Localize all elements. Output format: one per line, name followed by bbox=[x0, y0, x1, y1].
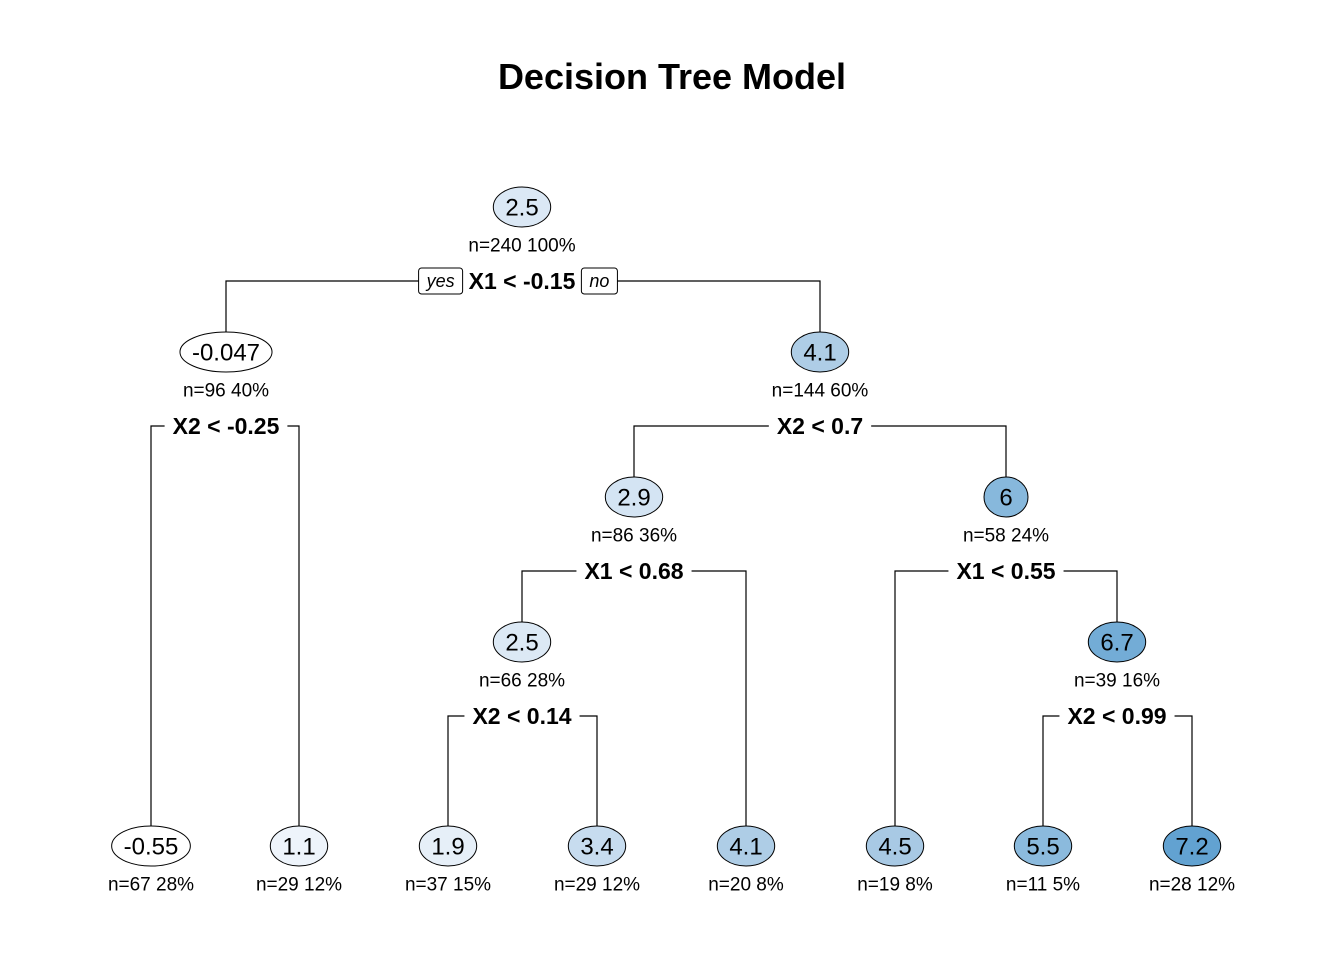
node-stats: n=240 100% bbox=[468, 236, 575, 257]
edge-n7-n15 bbox=[1063, 570, 1118, 622]
no-branch-label: no bbox=[580, 267, 618, 295]
tree-node: 1.9 n=37 15% bbox=[405, 825, 491, 896]
yes-branch-label: yes bbox=[418, 267, 464, 295]
node-value: 1.9 bbox=[431, 834, 464, 861]
tree-node: 4.1 n=20 8% bbox=[708, 825, 784, 896]
tree-node: 2.9 n=86 36% X1 < 0.68 bbox=[584, 476, 684, 584]
tree-node: 7.2 n=28 12% bbox=[1149, 825, 1235, 896]
node-stats: n=39 16% bbox=[1074, 671, 1160, 692]
node-ellipse bbox=[1087, 621, 1147, 663]
tree-node: -0.047 n=96 40% X2 < -0.25 bbox=[173, 331, 280, 439]
node-stats: n=20 8% bbox=[708, 875, 784, 896]
node-value: -0.047 bbox=[192, 340, 260, 367]
node-ellipse bbox=[604, 476, 664, 518]
node-value: 1.1 bbox=[282, 834, 315, 861]
branch-label-box bbox=[418, 267, 464, 295]
split-label: X1 < 0.68 bbox=[584, 558, 683, 584]
split-label: X2 < -0.25 bbox=[173, 413, 280, 439]
edge-n6-n12 bbox=[521, 570, 577, 622]
node-ellipse bbox=[179, 331, 273, 373]
node-value: 3.4 bbox=[580, 834, 613, 861]
node-value: 6 bbox=[999, 485, 1012, 512]
branch-label-text: no bbox=[589, 271, 609, 291]
node-stats: n=86 36% bbox=[591, 526, 677, 547]
edge-n6-n13 bbox=[691, 570, 747, 826]
edge-n7-n14 bbox=[894, 570, 949, 826]
tree-node: 5.5 n=11 5% bbox=[1006, 825, 1080, 896]
node-ellipse bbox=[492, 621, 552, 663]
branch-label-box bbox=[580, 267, 618, 295]
node-ellipse bbox=[1162, 825, 1222, 867]
node-ellipse bbox=[269, 825, 329, 867]
node-value: 4.1 bbox=[803, 340, 836, 367]
node-value: 2.5 bbox=[505, 630, 538, 657]
split-label: X1 < 0.55 bbox=[956, 558, 1055, 584]
node-stats: n=96 40% bbox=[183, 381, 269, 402]
diagram-title: Decision Tree Model bbox=[497, 56, 847, 97]
tree-node: 6 n=58 24% X1 < 0.55 bbox=[956, 476, 1056, 584]
node-value: 7.2 bbox=[1175, 834, 1208, 861]
node-ellipse bbox=[1013, 825, 1073, 867]
tree-node: 2.5 n=66 28% X2 < 0.14 bbox=[472, 621, 572, 729]
node-ellipse bbox=[716, 825, 776, 867]
edge-n12-n25 bbox=[579, 715, 598, 826]
tree-node: 1.1 n=29 12% bbox=[256, 825, 342, 896]
node-value: 2.9 bbox=[617, 485, 650, 512]
tree-node: -0.55 n=67 28% bbox=[108, 825, 194, 896]
edge-layer bbox=[150, 280, 1193, 826]
split-label: X2 < 0.99 bbox=[1067, 703, 1166, 729]
node-stats: n=66 28% bbox=[479, 671, 565, 692]
tree-node: 2.5 n=240 100% X1 < -0.15 bbox=[468, 186, 576, 294]
branch-label-text: yes bbox=[425, 271, 455, 291]
node-ellipse bbox=[111, 825, 191, 867]
node-stats: n=37 15% bbox=[405, 875, 491, 896]
edge-n15-n31 bbox=[1174, 715, 1193, 826]
node-ellipse bbox=[790, 331, 850, 373]
node-value: 2.5 bbox=[505, 195, 538, 222]
node-stats: n=58 24% bbox=[963, 526, 1049, 547]
node-ellipse bbox=[418, 825, 478, 867]
split-label: X2 < 0.14 bbox=[472, 703, 571, 729]
edge-n15-n30 bbox=[1042, 715, 1060, 826]
edge-n2-n5 bbox=[287, 425, 300, 826]
tree-node: 6.7 n=39 16% X2 < 0.99 bbox=[1067, 621, 1167, 729]
edge-n12-n24 bbox=[447, 715, 465, 826]
node-value: -0.55 bbox=[124, 834, 179, 861]
node-ellipse bbox=[492, 186, 552, 228]
split-label: X2 < 0.7 bbox=[777, 413, 863, 439]
node-stats: n=19 8% bbox=[857, 875, 933, 896]
edge-n1-n3 bbox=[583, 280, 821, 332]
node-stats: n=28 12% bbox=[1149, 875, 1235, 896]
edge-n3-n7 bbox=[871, 425, 1007, 477]
node-stats: n=29 12% bbox=[554, 875, 640, 896]
node-value: 6.7 bbox=[1100, 630, 1133, 657]
node-ellipse bbox=[865, 825, 925, 867]
tree-node: 4.1 n=144 60% X2 < 0.7 bbox=[772, 331, 869, 439]
node-layer: 2.5 n=240 100% X1 < -0.15 -0.047 n=96 40% X2 … bbox=[108, 186, 1235, 896]
edge-n3-n6 bbox=[633, 425, 769, 477]
split-label: X1 < -0.15 bbox=[469, 268, 576, 294]
tree-node: 3.4 n=29 12% bbox=[554, 825, 640, 896]
node-stats: n=144 60% bbox=[772, 381, 869, 402]
node-value: 5.5 bbox=[1026, 834, 1059, 861]
tree-node: 4.5 n=19 8% bbox=[857, 825, 933, 896]
node-ellipse bbox=[983, 476, 1029, 518]
node-stats: n=11 5% bbox=[1006, 875, 1080, 896]
edge-n1-n2 bbox=[225, 280, 461, 332]
node-stats: n=29 12% bbox=[256, 875, 342, 896]
node-stats: n=67 28% bbox=[108, 875, 194, 896]
edge-n2-n4 bbox=[150, 425, 165, 826]
node-ellipse bbox=[567, 825, 627, 867]
node-value: 4.1 bbox=[729, 834, 762, 861]
node-value: 4.5 bbox=[878, 834, 911, 861]
